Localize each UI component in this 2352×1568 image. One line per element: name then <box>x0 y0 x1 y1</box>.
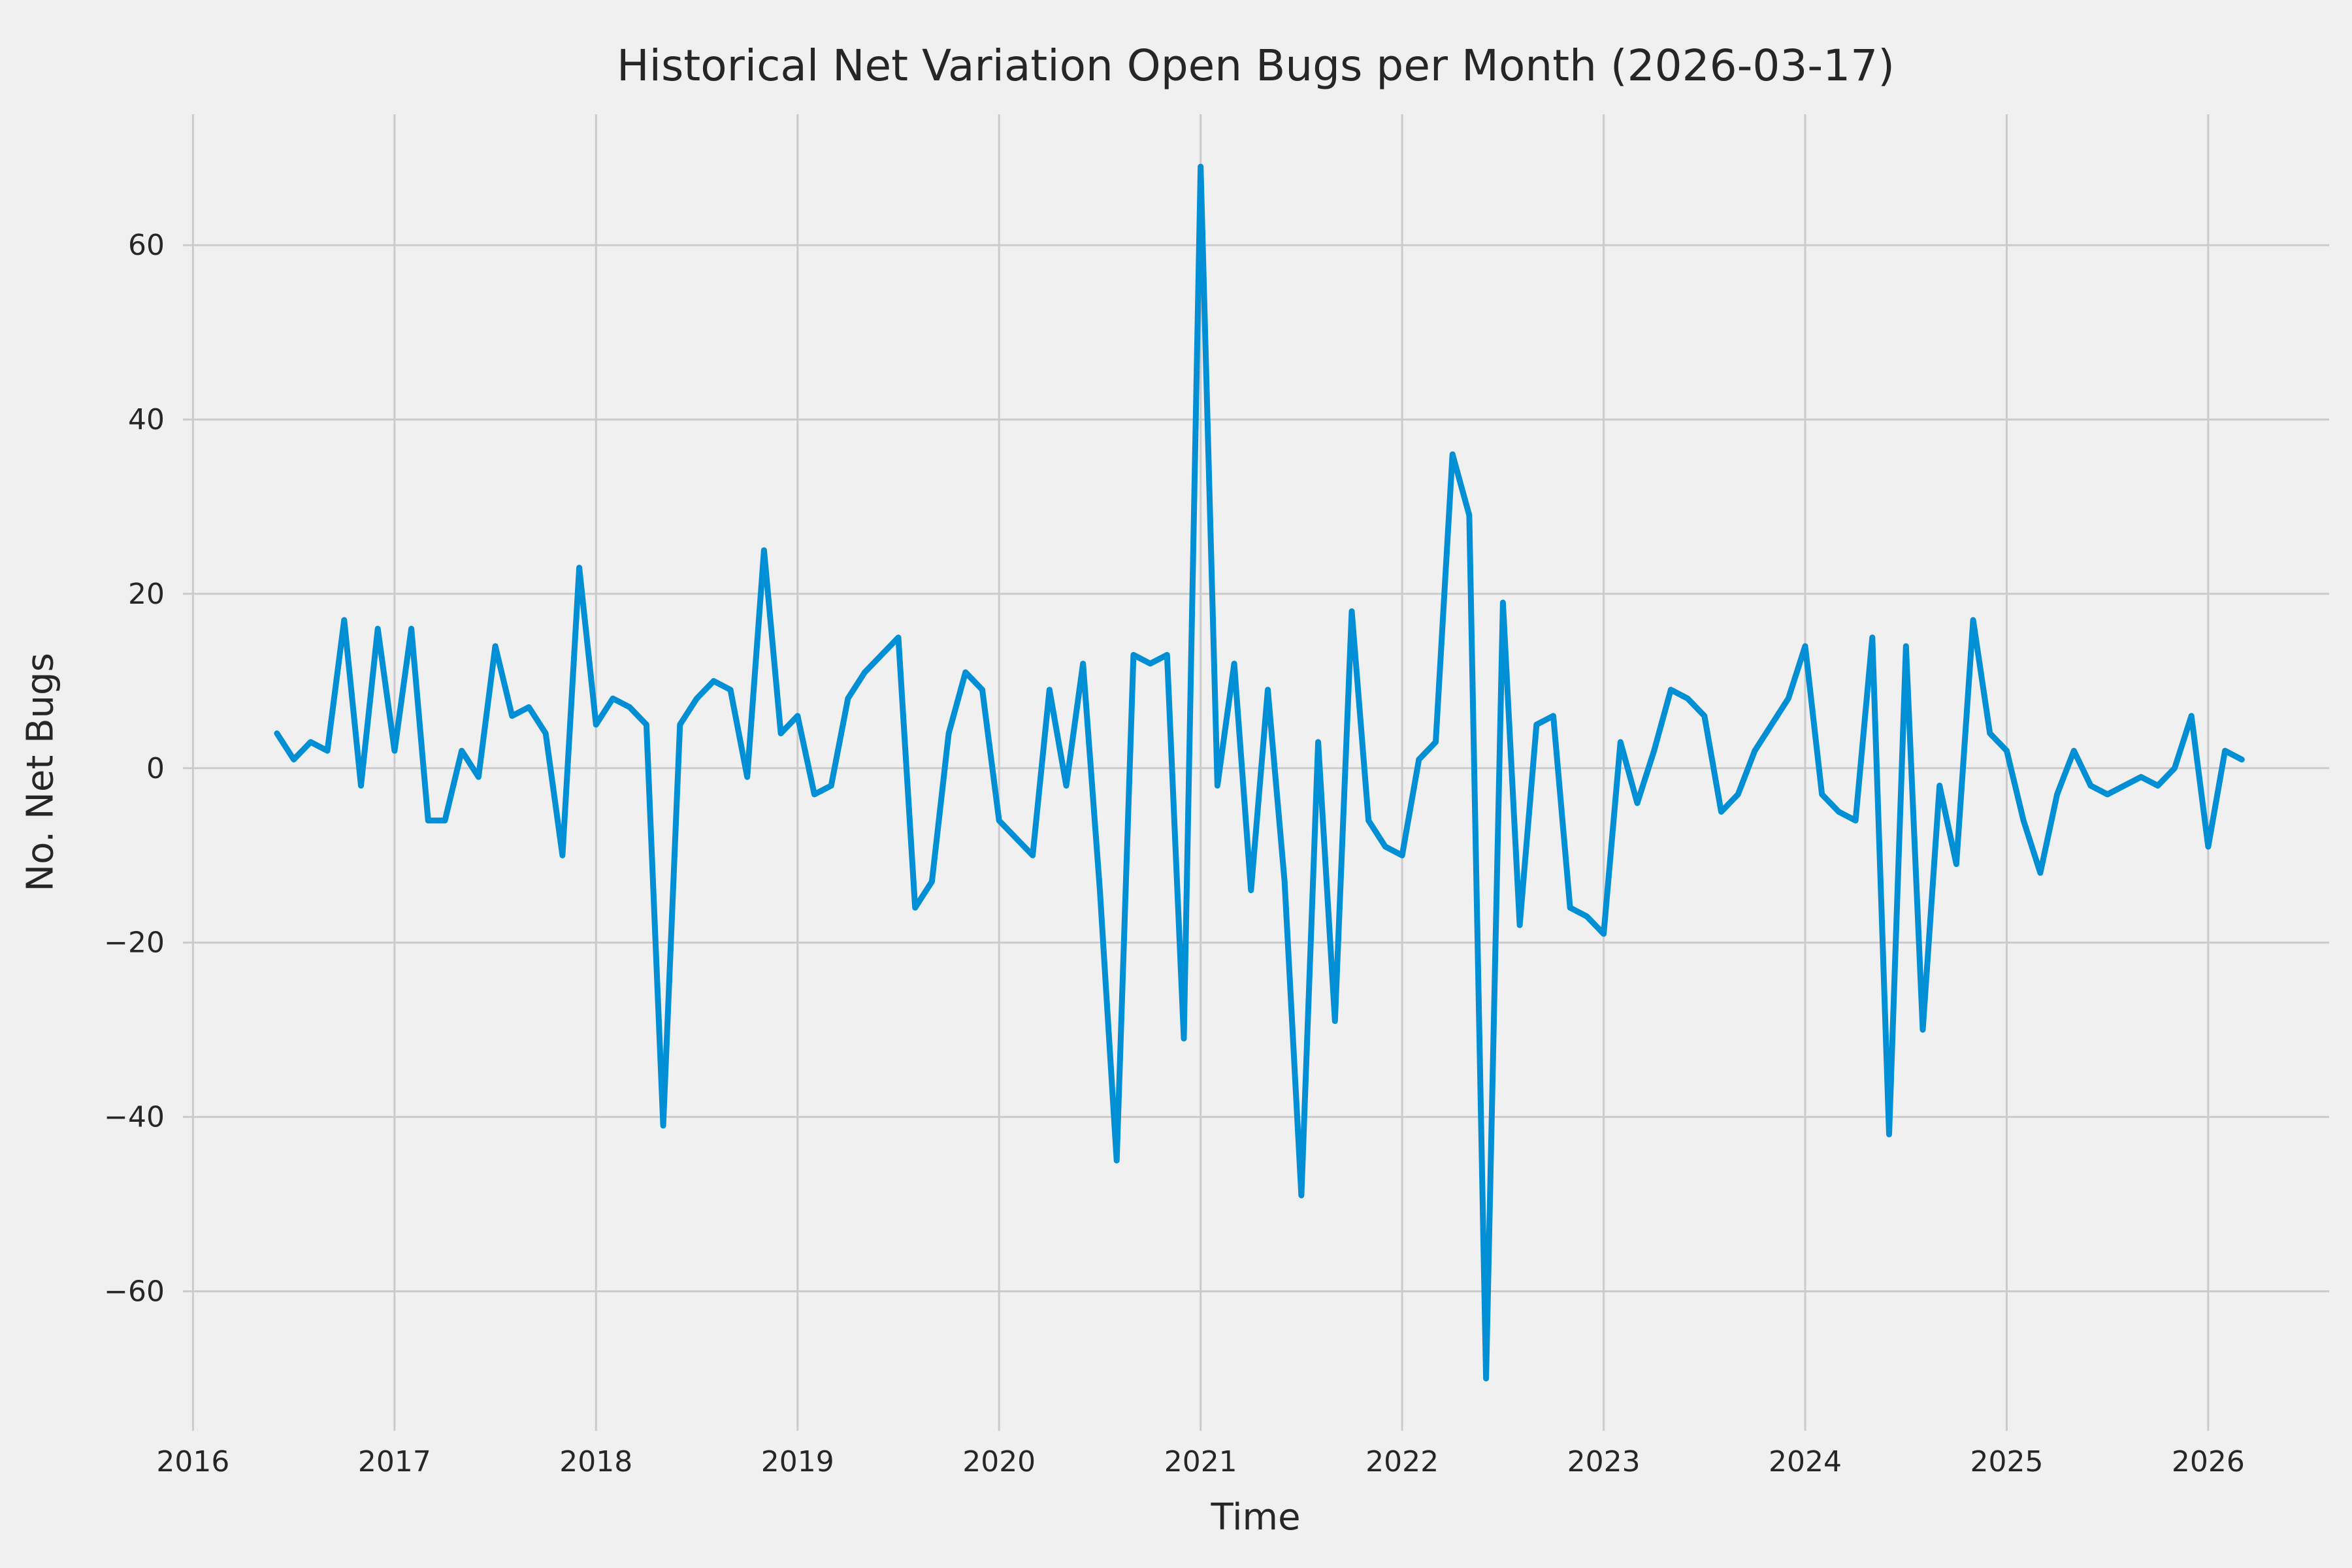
x-tick-label: 2021 <box>1164 1445 1237 1478</box>
y-tick-label: 40 <box>128 403 165 436</box>
y-tick-label: 60 <box>128 229 165 262</box>
x-tick-label: 2020 <box>962 1445 1036 1478</box>
y-tick-label: −20 <box>104 926 165 960</box>
y-tick-label: −60 <box>104 1275 165 1309</box>
y-tick-label: 20 <box>128 578 165 611</box>
y-tick-label: −40 <box>104 1101 165 1134</box>
x-axis-label: Time <box>1211 1496 1301 1539</box>
data-line-net-bugs <box>274 163 2245 1382</box>
x-tick-label: 2026 <box>2172 1445 2245 1478</box>
x-tick-label: 2018 <box>559 1445 632 1478</box>
x-tick-label: 2025 <box>1970 1445 2044 1478</box>
y-axis-label: No. Net Bugs <box>19 653 62 892</box>
y-tick-label: 0 <box>146 752 165 785</box>
x-tick-label: 2022 <box>1365 1445 1439 1478</box>
chart-title: Historical Net Variation Open Bugs per M… <box>617 41 1895 91</box>
x-tick-label: 2023 <box>1567 1445 1641 1478</box>
x-tick-label: 2017 <box>358 1445 431 1478</box>
x-tick-label: 2019 <box>761 1445 834 1478</box>
x-tick-label: 2016 <box>156 1445 229 1478</box>
x-tick-label: 2024 <box>1769 1445 1842 1478</box>
